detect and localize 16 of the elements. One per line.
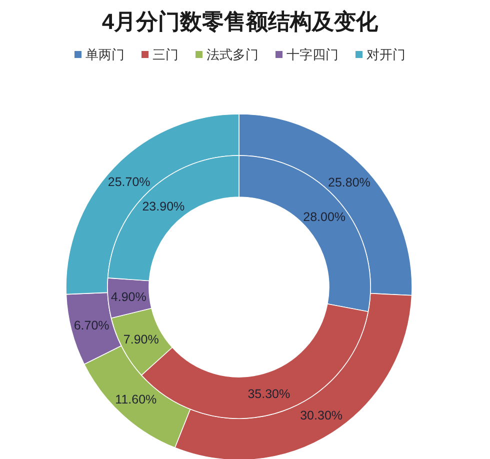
legend-label: 对开门 <box>366 47 406 62</box>
title: 4月分门数零售额结构及变化 <box>102 9 378 34</box>
data-label: 28.00% <box>303 210 346 224</box>
data-label: 30.30% <box>300 408 343 423</box>
data-label: 25.80% <box>328 176 370 190</box>
legend-label: 三门 <box>152 47 178 62</box>
data-label: 7.90% <box>123 332 159 346</box>
legend-label: 法式多门 <box>206 47 258 62</box>
data-label: 11.60% <box>115 392 157 407</box>
legend-label: 十字四门 <box>286 47 338 62</box>
data-label: 6.70% <box>74 318 110 333</box>
data-label: 35.30% <box>248 387 290 402</box>
data-label: 25.70% <box>108 175 150 190</box>
legend-label: 单两门 <box>86 47 124 62</box>
data-label: 23.90% <box>142 200 185 214</box>
data-label: 4.90% <box>110 290 146 304</box>
